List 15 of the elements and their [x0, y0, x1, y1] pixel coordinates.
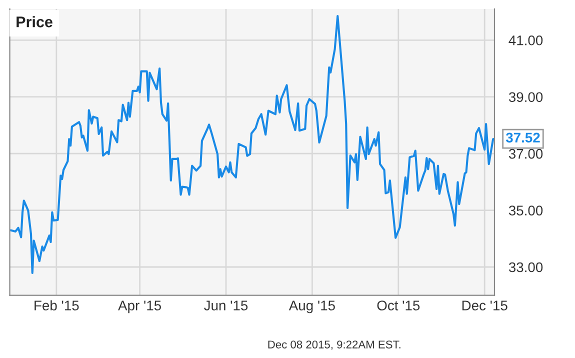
- y-tick-label: 35.00: [508, 206, 543, 216]
- line-series: [10, 14, 494, 274]
- chart-title: Price: [16, 16, 52, 28]
- x-tick-label: Dec '15: [462, 300, 508, 310]
- text: Dec 08 2015, 9:22AM EST.: [268, 340, 400, 350]
- x-tick-label: Feb '15: [34, 300, 79, 310]
- x-tick-label: Apr '15: [118, 300, 161, 314]
- y-tick-label: 39.00: [508, 92, 543, 102]
- annotation: 37.52: [506, 132, 540, 143]
- x-tick-label: Oct '15: [377, 300, 420, 310]
- y-tick-label: 33.00: [508, 262, 543, 272]
- y-tick-label: 37.00: [508, 148, 543, 159]
- y-tick-label: 41.00: [508, 35, 543, 46]
- x-tick-label: Jun '15: [204, 300, 248, 310]
- x-tick-label: Aug '15: [288, 300, 335, 314]
